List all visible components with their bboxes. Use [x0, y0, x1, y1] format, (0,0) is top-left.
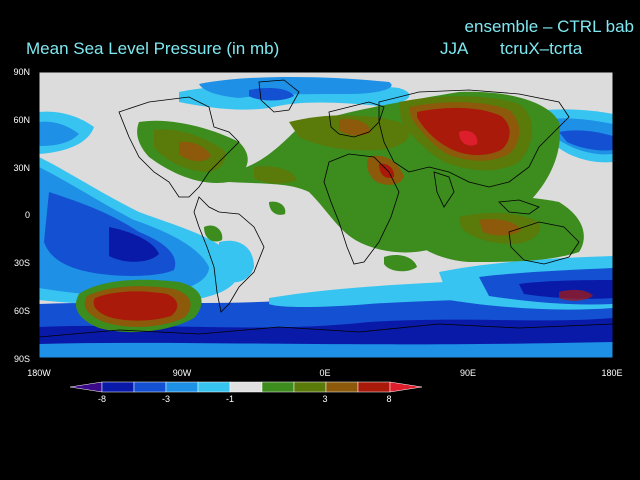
ensemble-label: ensemble – CTRL bab: [464, 17, 634, 36]
colorbar-swatch: [357, 381, 391, 393]
experiment-label: tcruX–tcrta: [500, 39, 583, 58]
lon-label-180w: 180W: [27, 368, 51, 378]
colorbar-swatch: [229, 381, 263, 393]
colorbar-label-minus8: -8: [97, 394, 107, 404]
colorbar-swatch: [133, 381, 167, 393]
lat-label-0: 0: [24, 210, 30, 220]
colorbar-swatch: [293, 381, 327, 393]
season-label: JJA: [440, 39, 469, 58]
lon-label-90e: 90E: [459, 368, 477, 378]
colorbar-label-8: 8: [386, 394, 392, 404]
colorbar-swatch: [70, 381, 103, 393]
pressure-map: [39, 72, 613, 358]
lat-label-30n: 30N: [13, 163, 30, 173]
lon-label-90w: 90W: [172, 368, 192, 378]
map-title: Mean Sea Level Pressure (in mb): [26, 39, 280, 58]
lat-label-90n: 90N: [13, 67, 30, 77]
lat-label-60n: 60N: [13, 115, 30, 125]
lat-label-60s: 60S: [13, 306, 30, 316]
colorbar-swatch: [261, 381, 295, 393]
colorbar-swatch: [389, 381, 423, 393]
lat-label-90s: 90S: [13, 354, 30, 364]
colorbar-swatch: [325, 381, 359, 393]
pressure-field: [39, 77, 613, 358]
colorbar-label-3: 3: [322, 394, 328, 404]
colorbar: [70, 381, 423, 393]
coastlines: [39, 79, 613, 338]
colorbar-label-minus3: -3: [161, 394, 171, 404]
lat-label-30s: 30S: [13, 258, 30, 268]
lon-label-180e: 180E: [601, 368, 623, 378]
lon-label-0e: 0E: [319, 368, 331, 378]
colorbar-swatch: [101, 381, 135, 393]
colorbar-swatch: [165, 381, 199, 393]
colorbar-swatch: [197, 381, 231, 393]
colorbar-label-minus1: -1: [225, 394, 235, 404]
colorbar-swatches: [70, 381, 423, 393]
